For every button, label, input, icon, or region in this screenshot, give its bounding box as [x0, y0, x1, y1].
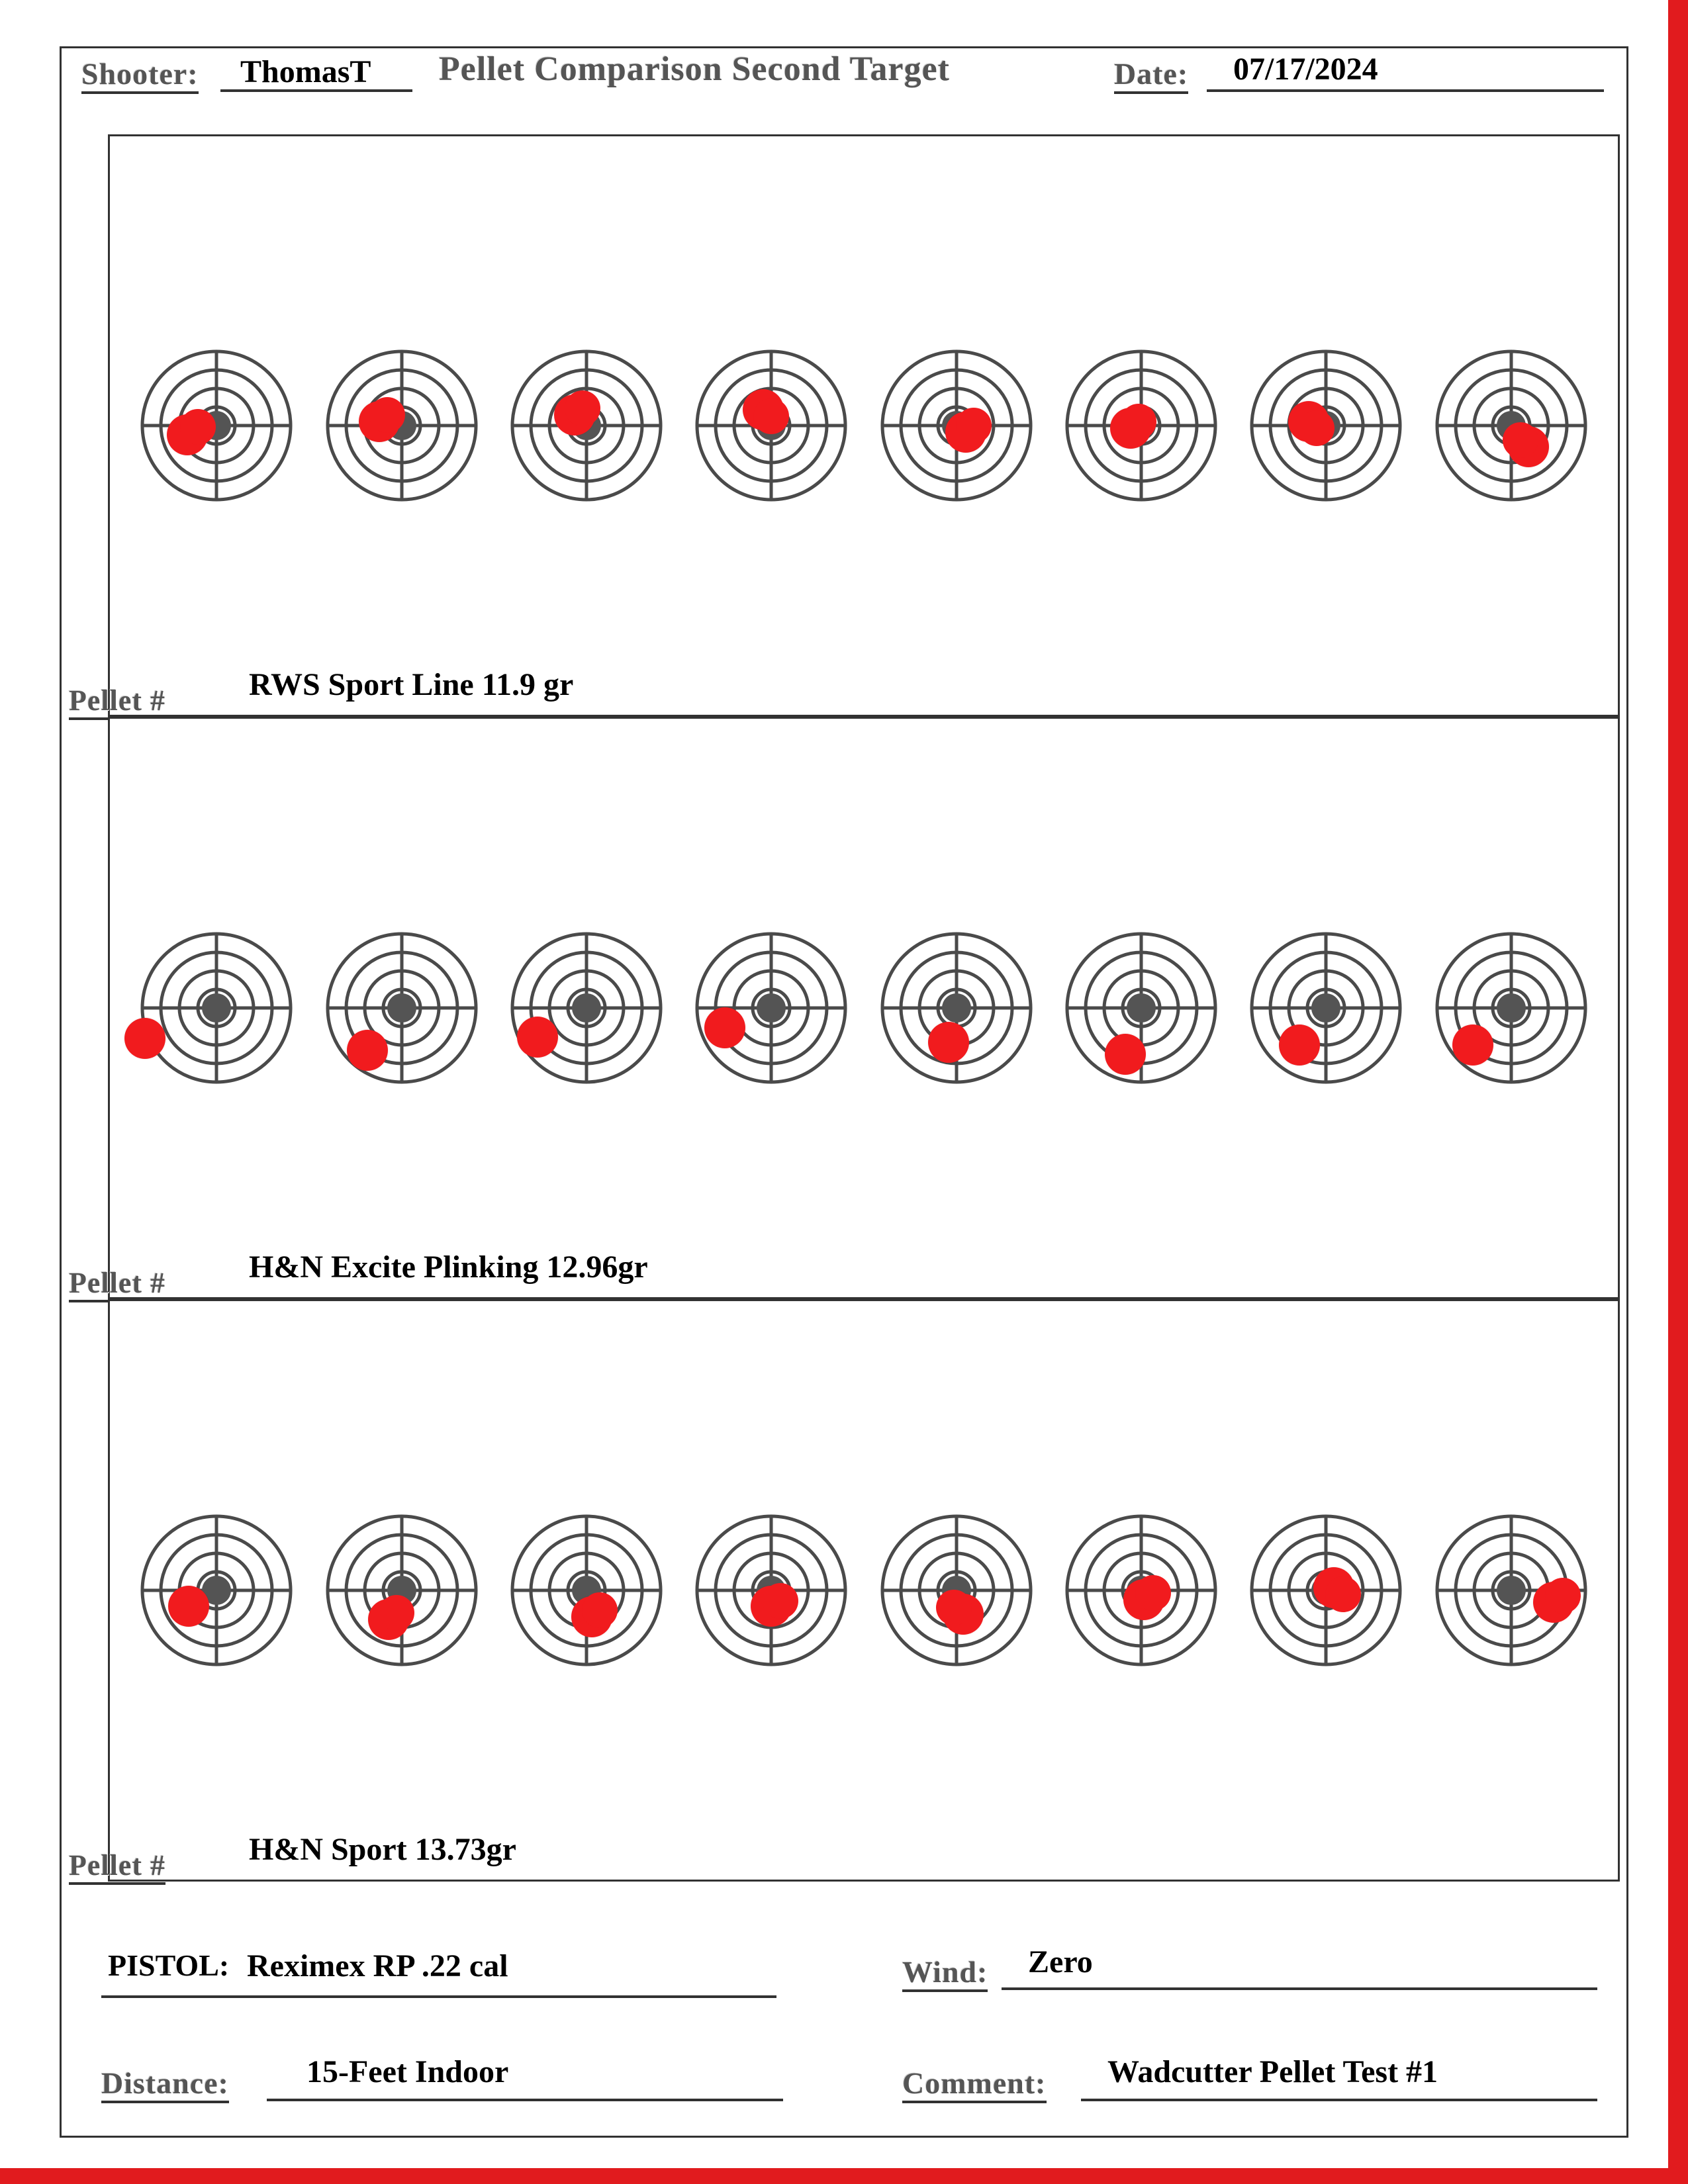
targets-row — [110, 347, 1618, 504]
targets-row — [110, 930, 1618, 1086]
bullseye-target — [138, 930, 295, 1086]
pellet-hit — [1545, 1578, 1581, 1614]
pellet-hit — [1135, 1575, 1171, 1611]
pellet-hit — [379, 1595, 414, 1631]
pellet-hit — [1503, 422, 1538, 458]
bullseye-target — [1433, 930, 1589, 1086]
scan-edge-bottom — [0, 2168, 1688, 2184]
shooter-value: ThomasT — [240, 54, 371, 90]
wind-value: Zero — [1028, 1944, 1093, 1980]
bullseye-target — [324, 930, 480, 1086]
target-section: Pellet #H&N Sport 13.73gr — [108, 1299, 1620, 1882]
pellet-hit — [753, 398, 789, 434]
distance-value: 15-Feet Indoor — [306, 2054, 508, 2090]
target-section: Pellet #H&N Excite Plinking 12.96gr — [108, 717, 1620, 1299]
pellet-hit — [168, 1586, 209, 1627]
bullseye-target — [878, 347, 1035, 504]
pellet-label: Pellet # — [69, 1266, 165, 1302]
pellet-hit — [1105, 1034, 1146, 1075]
pistol-label: PISTOL: — [108, 1948, 229, 1983]
pellet-hit — [180, 409, 216, 445]
pistol-underline — [101, 1995, 776, 1998]
pellet-hit — [936, 1590, 972, 1625]
bullseye-target — [1248, 1512, 1404, 1668]
pellet-hit — [1279, 1024, 1320, 1066]
pellet-hit — [1121, 404, 1156, 439]
bullseye-target — [138, 347, 295, 504]
shooter-underline — [220, 89, 412, 92]
bullseye-target — [693, 1512, 849, 1668]
target-section: Pellet #RWS Sport Line 11.9 gr — [108, 134, 1620, 717]
pellet-label: Pellet # — [69, 684, 165, 720]
date-underline — [1207, 89, 1604, 92]
footer-row-1: PISTOL: Reximex RP .22 cal Wind: Zero — [88, 1948, 1600, 2014]
pellet-value: RWS Sport Line 11.9 gr — [249, 666, 573, 703]
header-row: Shooter: ThomasT Pellet Comparison Secon… — [81, 52, 1607, 105]
bullseye-target — [1063, 1512, 1219, 1668]
targets-row — [110, 1512, 1618, 1668]
pistol-value: Reximex RP .22 cal — [247, 1948, 508, 1984]
bullseye-target — [878, 930, 1035, 1086]
bullseye-target — [1063, 347, 1219, 504]
pellet-hit — [1325, 1576, 1361, 1612]
bullseye-target — [508, 1512, 665, 1668]
wind-label: Wind: — [902, 1954, 988, 1992]
pellet-hit — [347, 1030, 388, 1071]
pellet-hit — [517, 1017, 558, 1058]
wind-underline — [1002, 1987, 1597, 1990]
distance-underline — [267, 2099, 783, 2101]
bullseye-target — [693, 347, 849, 504]
pellet-value: H&N Excite Plinking 12.96gr — [249, 1249, 648, 1285]
scan-edge-right — [1668, 0, 1688, 2184]
pellet-hit — [124, 1018, 165, 1059]
bullseye-target — [508, 347, 665, 504]
bullseye-target — [1248, 347, 1404, 504]
pellet-hit — [956, 408, 992, 443]
date-value: 07/17/2024 — [1233, 51, 1378, 87]
comment-label: Comment: — [902, 2066, 1047, 2103]
bullseye-target — [324, 347, 480, 504]
bullseye-target — [1063, 930, 1219, 1086]
pellet-label: Pellet # — [69, 1848, 165, 1885]
pellet-hit — [1299, 410, 1335, 446]
pellet-hit — [1452, 1024, 1493, 1066]
pellet-hit — [369, 397, 405, 433]
shooter-label: Shooter: — [81, 56, 199, 94]
distance-label: Distance: — [101, 2066, 229, 2103]
pellet-hit — [582, 1592, 618, 1628]
bullseye-target — [508, 930, 665, 1086]
date-label: Date: — [1114, 56, 1188, 94]
bullseye-target — [138, 1512, 295, 1668]
bullseye-target — [1433, 347, 1589, 504]
bullseye-target — [1433, 1512, 1589, 1668]
bullseye-target — [1248, 930, 1404, 1086]
comment-value: Wadcutter Pellet Test #1 — [1107, 2054, 1438, 2090]
pellet-hit — [763, 1583, 798, 1619]
footer-row-2: Distance: 15-Feet Indoor Comment: Wadcut… — [88, 2054, 1600, 2120]
pellet-hit — [928, 1022, 969, 1063]
target-sheet: Shooter: ThomasT Pellet Comparison Secon… — [60, 46, 1628, 2138]
comment-underline — [1081, 2099, 1597, 2101]
pellet-value: H&N Sport 13.73gr — [249, 1831, 516, 1868]
page-title: Pellet Comparison Second Target — [439, 50, 950, 89]
pellet-hit — [704, 1007, 745, 1048]
bullseye-target — [878, 1512, 1035, 1668]
bullseye-target — [693, 930, 849, 1086]
pellet-hit — [565, 390, 600, 426]
bullseye-target — [324, 1512, 480, 1668]
